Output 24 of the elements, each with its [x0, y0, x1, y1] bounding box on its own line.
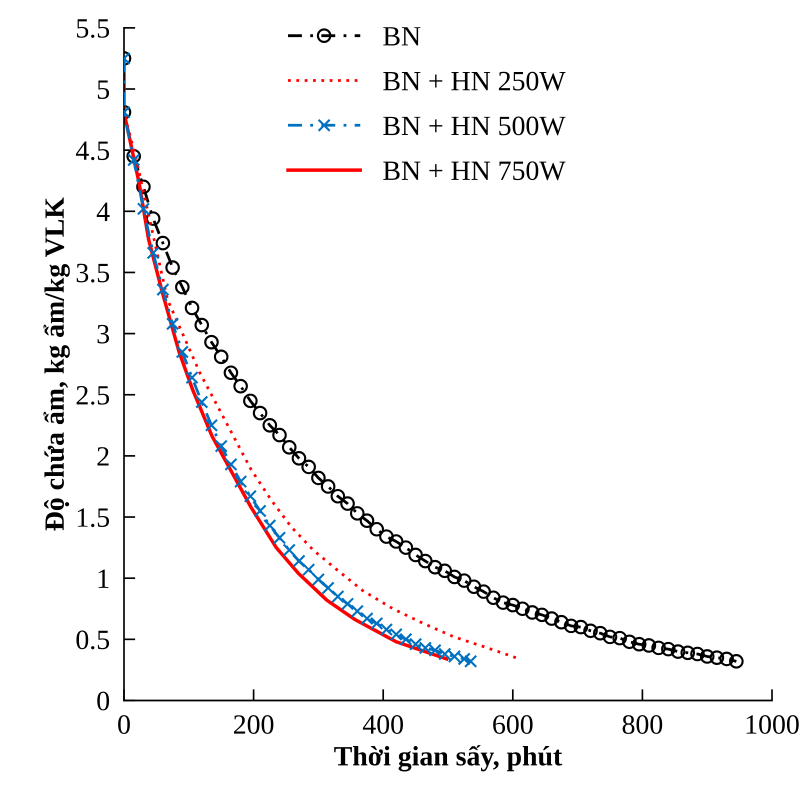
y-tick-label: 0.5	[76, 630, 110, 650]
y-axis-title: Độ chứa ẩm, kg ẩm/kg VLK	[43, 197, 70, 531]
y-tick-label: 5	[98, 80, 110, 99]
legend-label: BN + HN 250W	[383, 72, 566, 91]
y-tick-label: 3	[98, 324, 110, 344]
y-tick-label: 3.5	[76, 264, 110, 282]
legend-label: BN + HN 500W	[383, 116, 566, 136]
y-tick-label: 1	[98, 569, 108, 588]
y-tick-label: 2.5	[76, 386, 110, 405]
y-tick-label: 4.5	[76, 142, 110, 160]
y-tick-label: 5.5	[77, 19, 110, 38]
legend-label: BN + HN 750W	[383, 161, 566, 180]
x-tick-label: 800	[622, 715, 662, 734]
y-tick-label: 2	[97, 447, 109, 466]
y-tick-label: 1.5	[78, 508, 110, 528]
x-tick-label: 400	[362, 715, 403, 734]
y-tick-label: 4	[96, 202, 110, 221]
x-tick-label: 600	[493, 715, 533, 734]
x-tick-label: 1000	[746, 715, 799, 734]
legend-label: BN	[383, 27, 420, 46]
x-tick-label: 0	[118, 715, 130, 734]
x-tick-label: 200	[234, 715, 274, 734]
y-tick-label: 0	[97, 692, 110, 710]
x-axis-title: Thời gian sấy, phút	[334, 745, 562, 772]
